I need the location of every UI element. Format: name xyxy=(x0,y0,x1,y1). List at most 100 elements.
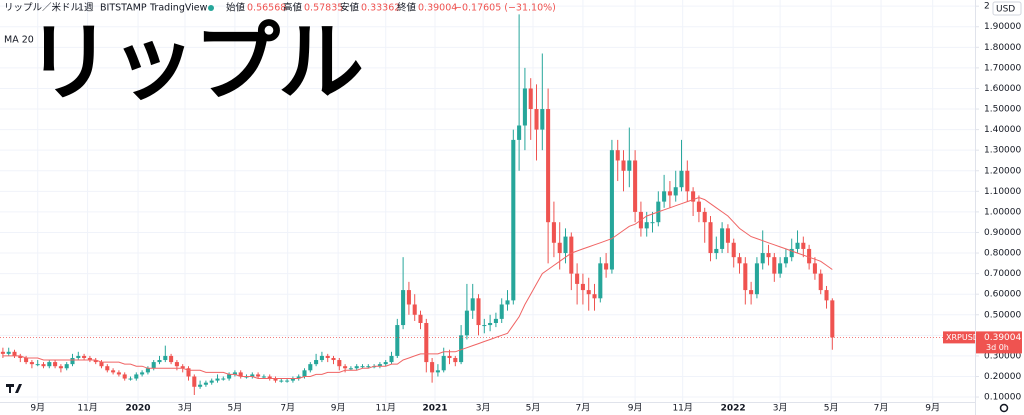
settings-icon[interactable] xyxy=(999,403,1009,413)
candle-body xyxy=(685,170,690,192)
candle-body xyxy=(198,384,203,387)
candle-body xyxy=(151,362,156,369)
y-tick-label: 0.30000 xyxy=(984,351,1021,361)
y-tick-label: 1.90000 xyxy=(984,22,1021,32)
y-tick-label: 0.20000 xyxy=(984,372,1021,382)
close-value: 0.39004 xyxy=(418,3,457,14)
candle-body xyxy=(290,378,295,381)
candle-body xyxy=(627,160,632,171)
candle-body xyxy=(58,366,63,369)
candle-body xyxy=(76,355,81,358)
candle-body xyxy=(87,357,92,361)
candle-body xyxy=(29,362,34,365)
candle-body xyxy=(824,290,829,301)
candle-body xyxy=(783,257,788,264)
candle-body xyxy=(812,263,817,274)
candle-body xyxy=(261,376,266,378)
candle-body xyxy=(772,257,777,274)
x-tick-label: 3月 xyxy=(178,403,193,414)
x-tick-label: 9月 xyxy=(30,403,45,414)
tv-logo xyxy=(6,384,22,393)
x-tick-label: 5月 xyxy=(526,403,541,414)
candle-body xyxy=(679,170,684,188)
candle-body xyxy=(383,362,388,365)
candle-body xyxy=(116,372,121,375)
candle-body xyxy=(575,273,580,284)
y-tick-label: 2 xyxy=(984,2,990,12)
candle-body xyxy=(163,355,168,361)
currency-button[interactable] xyxy=(992,1,1022,16)
x-tick-label: 3月 xyxy=(773,403,788,414)
candle-body xyxy=(801,242,806,249)
candle-body xyxy=(406,290,411,305)
candle-body xyxy=(24,357,29,363)
source: TradingView xyxy=(149,3,208,14)
x-tick-label: 9月 xyxy=(628,403,643,414)
candle-body xyxy=(256,374,261,377)
open-value: 0.56568 xyxy=(247,3,286,14)
candle-body xyxy=(53,362,58,367)
y-tick-label: 1.70000 xyxy=(984,63,1021,73)
candle-body xyxy=(395,325,400,356)
candle-body xyxy=(807,248,812,264)
candle-body xyxy=(708,222,713,254)
candle-body xyxy=(534,109,539,130)
candle-body xyxy=(360,366,365,368)
candle-body xyxy=(435,370,440,373)
candle-body xyxy=(609,150,614,270)
candle-body xyxy=(441,355,446,371)
candle-body xyxy=(795,242,800,249)
candle-body xyxy=(99,362,104,367)
candle-body xyxy=(302,370,307,377)
candle-body xyxy=(192,376,197,387)
candle-body xyxy=(430,362,435,373)
candle-body xyxy=(64,364,69,369)
y-tick-label: 0.70000 xyxy=(984,269,1021,279)
candle-body xyxy=(47,362,52,367)
candle-body xyxy=(105,366,110,371)
exchange: BITSTAMP xyxy=(100,3,147,14)
candle-body xyxy=(731,242,736,258)
symbol-tag-bg xyxy=(943,331,975,344)
candle-body xyxy=(325,355,330,358)
high-label: 高値 xyxy=(283,2,303,14)
candle-body xyxy=(830,300,835,338)
candle-body xyxy=(540,109,545,130)
candle-body xyxy=(238,372,243,377)
candle-body xyxy=(667,191,672,196)
candle-body xyxy=(563,236,568,254)
candle-body xyxy=(470,298,475,311)
candle-body xyxy=(818,273,823,291)
ma-legend: MA 20 xyxy=(4,35,34,46)
candle-body xyxy=(348,368,353,370)
candle-body xyxy=(111,370,116,373)
overlay-title: リップル xyxy=(26,13,362,113)
y-tick-label: 1.30000 xyxy=(984,146,1021,156)
x-tick-label: 5月 xyxy=(824,403,839,414)
candle-body xyxy=(337,360,342,367)
candle-body xyxy=(696,201,701,212)
status-dot xyxy=(208,5,214,11)
candle-body xyxy=(128,378,133,380)
close-label: 終値 xyxy=(397,2,417,14)
candle-body xyxy=(354,366,359,369)
symbol-title: リップル／米ドル xyxy=(4,2,81,14)
candle-body xyxy=(308,364,313,371)
y-tick-label: 1.40000 xyxy=(984,125,1021,135)
y-tick-label: 0.60000 xyxy=(984,290,1021,300)
candle-body xyxy=(725,228,730,243)
candle-body xyxy=(82,355,87,358)
candle-body xyxy=(169,355,174,363)
candle-body xyxy=(389,355,394,363)
y-tick-label: 0.10000 xyxy=(984,393,1021,403)
candle-body xyxy=(789,248,794,258)
candle-body xyxy=(18,355,23,358)
interval: 1週 xyxy=(78,2,94,14)
candle-body xyxy=(93,360,98,363)
candle-body xyxy=(737,257,742,264)
candle-body xyxy=(41,364,46,367)
candle-body xyxy=(488,322,493,326)
candle-body xyxy=(35,364,40,366)
